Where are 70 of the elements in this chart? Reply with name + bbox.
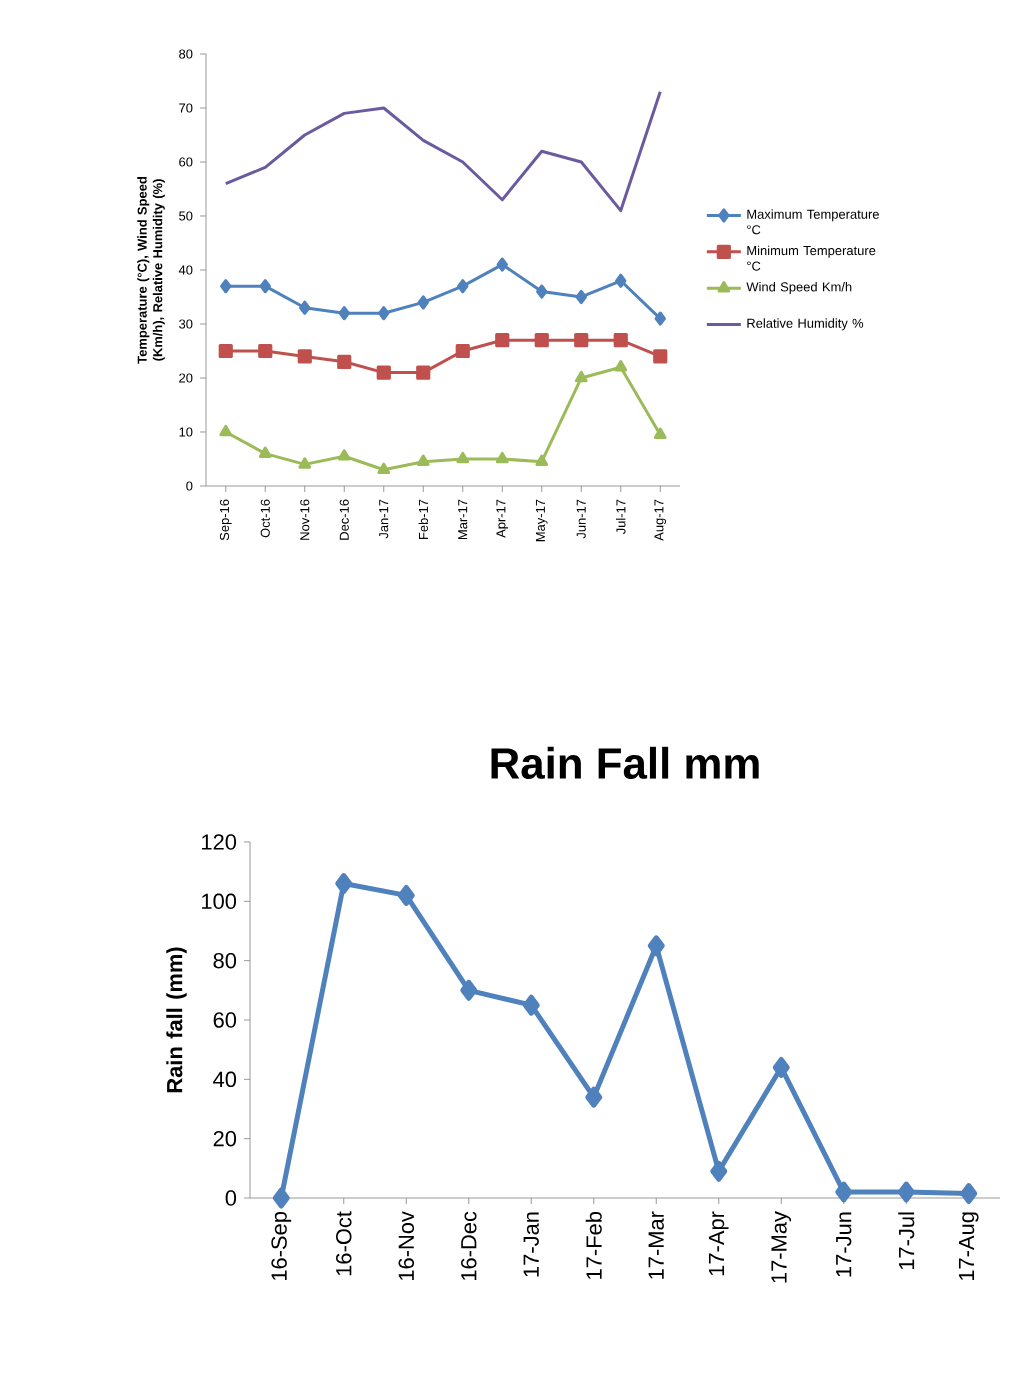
point: [218, 343, 233, 359]
point: [835, 1181, 853, 1203]
point: [298, 457, 312, 469]
point: [495, 333, 510, 348]
point: [258, 446, 272, 458]
x-tick-label: 17-Aug: [958, 1212, 979, 1281]
point: [258, 343, 273, 359]
x-tick-label: 17-Jul: [898, 1212, 915, 1270]
y-tick-label: 100: [202, 893, 237, 910]
point: [710, 1160, 728, 1182]
point: [647, 935, 665, 957]
point: [613, 333, 628, 348]
point: [772, 1056, 790, 1078]
x-tick-label: 17-Feb: [585, 1211, 602, 1279]
point: [615, 273, 627, 288]
point: [536, 284, 548, 299]
point: [397, 884, 415, 906]
point: [574, 370, 588, 383]
point: [220, 279, 232, 294]
x-tick-label: 16-Sep: [271, 1211, 292, 1281]
point: [299, 300, 311, 315]
point: [460, 979, 478, 1001]
point: [335, 873, 353, 895]
point: [455, 343, 470, 359]
point: [337, 354, 352, 369]
point: [378, 306, 390, 321]
line-series: [224, 90, 662, 213]
point: [416, 365, 431, 380]
chart-title: Rain Fall mm: [491, 746, 759, 780]
point: [456, 451, 470, 464]
point: [654, 311, 666, 326]
y-tick-label: 80: [213, 952, 237, 969]
point: [574, 333, 589, 348]
x-tick-label: 17-Mar: [648, 1211, 664, 1279]
point: [960, 1183, 978, 1205]
point: [614, 360, 628, 372]
point: [495, 451, 509, 464]
x-tick-label: 16-Oct: [336, 1211, 352, 1276]
y-tick-label: 20: [213, 1130, 237, 1147]
point: [496, 257, 508, 272]
point: [417, 295, 429, 310]
point: [522, 994, 540, 1016]
point: [535, 454, 549, 466]
point: [416, 454, 430, 466]
x-tick-label: 17-Apr: [708, 1211, 729, 1276]
x-tick-label: 17-Jun: [836, 1212, 852, 1277]
y-tick-label: 0: [225, 1190, 237, 1206]
point: [653, 427, 667, 439]
point: [272, 1187, 290, 1209]
x-tick-label: 17-Jan: [523, 1212, 539, 1277]
y-axis-title: Rain fall (mm): [166, 947, 187, 1093]
y-tick-label: 120: [202, 834, 237, 850]
point: [534, 333, 549, 348]
point: [457, 279, 469, 294]
point: [377, 462, 391, 475]
y-tick-label: 60: [213, 1012, 237, 1028]
point: [297, 349, 312, 364]
point: [338, 306, 350, 321]
point: [575, 289, 587, 305]
y-tick-label: 40: [213, 1071, 237, 1088]
point: [219, 424, 233, 437]
x-tick-label: 16-Dec: [461, 1211, 477, 1281]
point: [653, 349, 668, 364]
point: [585, 1086, 603, 1108]
x-tick-label: 16-Nov: [398, 1211, 415, 1281]
point: [259, 279, 271, 294]
point: [337, 449, 351, 461]
point: [897, 1181, 915, 1203]
x-tick-label: 17-May: [771, 1211, 792, 1283]
point: [376, 365, 391, 380]
